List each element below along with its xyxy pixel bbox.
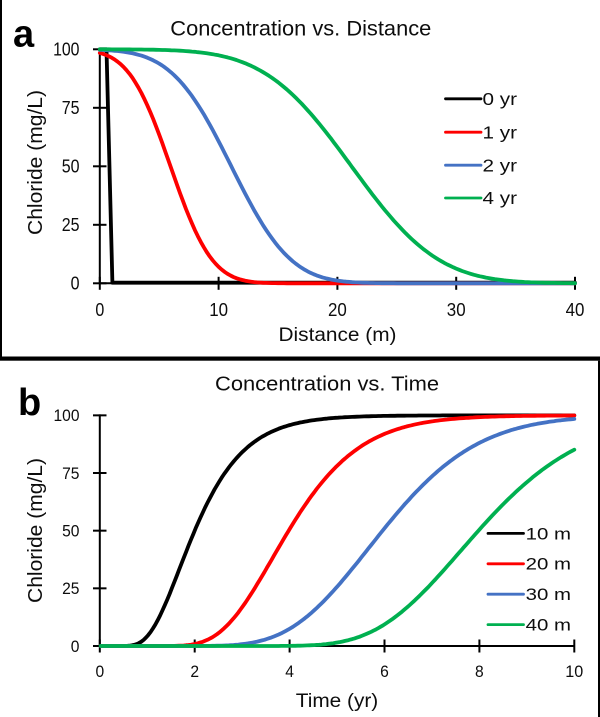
svg-text:4: 4 [285, 662, 294, 681]
svg-text:Concentration vs. Time: Concentration vs. Time [215, 374, 439, 396]
svg-text:75: 75 [62, 464, 79, 483]
svg-text:6: 6 [380, 662, 389, 681]
svg-text:30 m: 30 m [526, 586, 571, 604]
svg-text:0: 0 [95, 300, 104, 320]
svg-text:b: b [18, 382, 41, 424]
svg-text:20: 20 [328, 300, 347, 320]
svg-text:75: 75 [62, 98, 80, 118]
svg-text:Chloride (mg/L): Chloride (mg/L) [25, 90, 47, 235]
svg-text:Concentration vs. Distance: Concentration vs. Distance [170, 18, 431, 41]
svg-text:10: 10 [565, 662, 583, 681]
svg-text:10: 10 [209, 300, 228, 320]
svg-text:Distance (m): Distance (m) [279, 324, 397, 346]
svg-text:Chloride (mg/L): Chloride (mg/L) [25, 458, 47, 603]
svg-text:40 m: 40 m [526, 617, 571, 635]
svg-text:25: 25 [62, 579, 79, 598]
svg-text:40: 40 [566, 300, 585, 320]
svg-text:100: 100 [53, 40, 79, 60]
svg-text:25: 25 [62, 215, 80, 235]
svg-text:a: a [13, 14, 35, 56]
svg-text:0: 0 [71, 637, 80, 656]
svg-text:50: 50 [62, 522, 79, 541]
svg-text:8: 8 [475, 662, 484, 681]
svg-text:4 yr: 4 yr [483, 188, 518, 208]
svg-text:2: 2 [190, 662, 199, 681]
svg-text:20 m: 20 m [526, 556, 571, 574]
svg-text:10 m: 10 m [526, 525, 571, 543]
svg-text:30: 30 [447, 300, 466, 320]
svg-text:0: 0 [95, 662, 104, 681]
svg-text:50: 50 [62, 157, 80, 177]
svg-text:100: 100 [54, 406, 80, 425]
svg-text:2 yr: 2 yr [483, 155, 518, 175]
svg-text:0: 0 [71, 274, 80, 294]
svg-text:Time (yr): Time (yr) [296, 691, 379, 712]
svg-text:1 yr: 1 yr [483, 122, 518, 142]
svg-text:0 yr: 0 yr [483, 89, 518, 109]
